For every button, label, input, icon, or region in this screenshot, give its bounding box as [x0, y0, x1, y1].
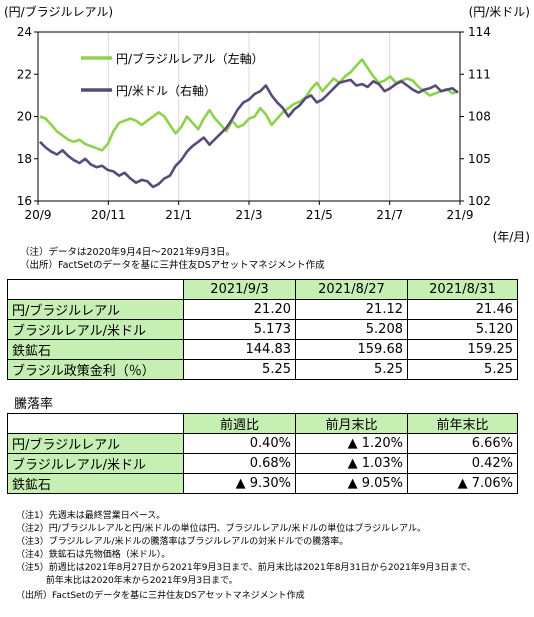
table-row: ブラジル政策金利（％） 5.25 5.25 5.25: [7, 359, 518, 380]
table-cell: ▲ 1.03%: [295, 453, 408, 474]
indicator-table: 2021/9/3 2021/8/27 2021/8/31 円/ブラジルレアル 2…: [7, 279, 518, 380]
row-label: 円/ブラジルレアル: [7, 299, 184, 320]
footnote: （注3）ブラジルレアル/米ドルの騰落率はブラジルレアルの対米ドルでの騰落率。: [16, 537, 349, 547]
table-cell: 5.173: [183, 319, 296, 340]
x-tick-label: 20/11: [91, 208, 126, 222]
row-label: ブラジルレアル/米ドル: [7, 453, 184, 474]
table-cell: 21.12: [295, 299, 408, 320]
y-right-tick-label: 114: [468, 25, 491, 39]
line-chart: 16 18 20 22 24 102 105 108 111 114 20/9 20/11 21/1 21…: [4, 4, 530, 244]
legend-label: 円/米ドル（右軸）: [116, 83, 216, 98]
table-header: 前月末比: [295, 413, 408, 434]
chart-note: （注）データは2020年9月4日～2021年9月3日。: [20, 247, 236, 258]
y-left-tick-label: 16: [17, 194, 32, 208]
table-cell: 6.66%: [407, 433, 518, 454]
table-header: 2021/8/31: [407, 279, 518, 300]
change-rate-title: 騰落率: [14, 397, 54, 412]
table-cell: ▲ 1.20%: [295, 433, 408, 454]
table-row: ブラジルレアル/米ドル 5.173 5.208 5.120: [7, 319, 518, 340]
y-right-tick-label: 102: [468, 194, 491, 208]
table-corner: [7, 413, 184, 434]
table-cell: 144.83: [183, 339, 296, 360]
table-cell: 0.42%: [407, 453, 518, 474]
x-tick-label: 21/5: [306, 208, 333, 222]
row-label: ブラジルレアル/米ドル: [7, 319, 184, 340]
table-cell: ▲ 9.30%: [183, 473, 296, 494]
table-corner: [7, 279, 184, 300]
y-left-tick-label: 20: [17, 110, 32, 124]
table-cell: ▲ 9.05%: [295, 473, 408, 494]
y-right-axis-title: (円/米ドル): [469, 5, 530, 19]
table-cell: 5.25: [295, 359, 408, 380]
x-tick-label: 20/9: [25, 208, 52, 222]
table-row: 円/ブラジルレアル 21.20 21.12 21.46: [7, 299, 518, 320]
table-cell: 21.20: [183, 299, 296, 320]
table-cell: 5.120: [407, 319, 518, 340]
y-left-axis-title: (円/ブラジルレアル): [4, 4, 113, 19]
chart-source: （出所）FactSetのデータを基に三井住友DSアセットマネジメント作成: [20, 260, 325, 271]
footnote: （注4）鉄鉱石は先物価格（米ドル）。: [16, 550, 171, 560]
y-left-tick-label: 24: [17, 25, 32, 39]
row-label: 円/ブラジルレアル: [7, 433, 184, 454]
table-row: 円/ブラジルレアル 0.40% ▲ 1.20% 6.66%: [7, 433, 518, 454]
y-right-tick-label: 105: [468, 152, 491, 166]
table-header: 2021/9/3: [183, 279, 296, 300]
x-tick-label: 21/7: [376, 208, 403, 222]
brl-jpy-line: [39, 58, 459, 152]
footnote: 前年末比は2020年末から2021年9月3日まで。: [16, 576, 238, 586]
row-label: 鉄鉱石: [7, 339, 184, 360]
row-label: 鉄鉱石: [7, 473, 184, 494]
table-header: 2021/8/27: [295, 279, 408, 300]
table-cell: 21.46: [407, 299, 518, 320]
table-cell: 5.208: [295, 319, 408, 340]
footnote: （注2）円/ブラジルレアルと円/米ドルの単位は円、ブラジルレアル/米ドルの単位は…: [16, 524, 427, 534]
y-right-tick-label: 108: [468, 110, 491, 124]
table-cell: ▲ 7.06%: [407, 473, 518, 494]
table-header: 前年末比: [407, 413, 518, 434]
table-header: 前週比: [183, 413, 296, 434]
table-row: 鉄鉱石 ▲ 9.30% ▲ 9.05% ▲ 7.06%: [7, 473, 518, 494]
row-label: ブラジル政策金利（％）: [7, 359, 184, 380]
table-cell: 159.68: [295, 339, 408, 360]
table-cell: 0.68%: [183, 453, 296, 474]
footnote: （注1）先週末は最終営業日ベース。: [16, 511, 166, 521]
footnote: （注5）前週比は2021年8月27日から2021年9月3日まで、前月末比は202…: [16, 563, 476, 573]
table-cell: 159.25: [407, 339, 518, 360]
usd-jpy-line: [39, 78, 459, 189]
x-tick-label: 21/9: [447, 208, 474, 222]
table-cell: 0.40%: [183, 433, 296, 454]
y-right-tick-label: 111: [468, 67, 491, 81]
table-row: 鉄鉱石 144.83 159.68 159.25: [7, 339, 518, 360]
change-rate-table: 前週比 前月末比 前年末比 円/ブラジルレアル 0.40% ▲ 1.20% 6.…: [7, 413, 518, 494]
y-left-tick-label: 22: [17, 67, 32, 81]
table-row: ブラジルレアル/米ドル 0.68% ▲ 1.03% 0.42%: [7, 453, 518, 474]
y-left-tick-label: 18: [17, 152, 32, 166]
table-cell: 5.25: [407, 359, 518, 380]
footnote: （出所）FactSetのデータを基に三井住友DSアセットマネジメント作成: [16, 591, 305, 601]
x-tick-label: 21/1: [165, 208, 192, 222]
table-cell: 5.25: [183, 359, 296, 380]
x-axis-unit: (年/月): [493, 230, 530, 244]
legend-label: 円/ブラジルレアル（左軸）: [116, 51, 264, 66]
x-tick-label: 21/3: [236, 208, 263, 222]
